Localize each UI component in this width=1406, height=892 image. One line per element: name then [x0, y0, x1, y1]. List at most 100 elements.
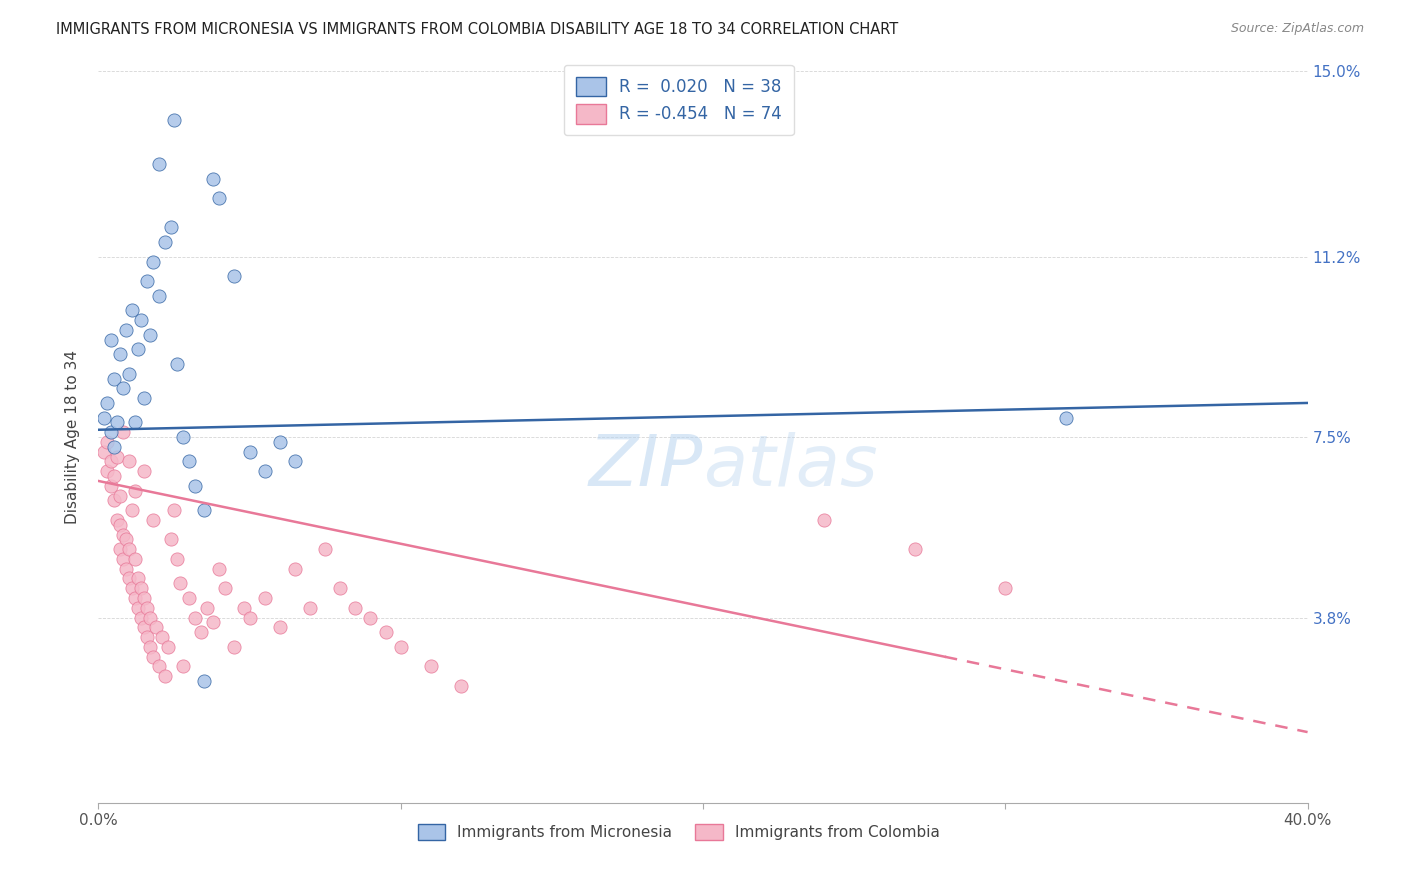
- Point: [284, 454, 307, 468]
- Y-axis label: Disability Age 18 to 34: Disability Age 18 to 34: [65, 350, 80, 524]
- Point: [108, 489, 131, 503]
- Point: [253, 591, 276, 605]
- Point: [344, 600, 367, 615]
- Point: [124, 552, 146, 566]
- Point: [148, 659, 170, 673]
- Point: [163, 113, 186, 128]
- Point: [100, 454, 122, 468]
- Point: [129, 610, 152, 624]
- Point: [108, 347, 131, 361]
- Point: [111, 425, 134, 440]
- Point: [150, 630, 173, 644]
- Point: [172, 430, 194, 444]
- Point: [153, 235, 176, 249]
- Point: [994, 581, 1017, 595]
- Point: [105, 416, 128, 430]
- Point: [169, 576, 191, 591]
- Point: [132, 620, 155, 634]
- Point: [96, 464, 118, 478]
- Point: [132, 464, 155, 478]
- Text: atlas: atlas: [703, 432, 877, 500]
- Point: [135, 274, 157, 288]
- Point: [114, 533, 136, 547]
- Point: [118, 367, 141, 381]
- Point: [184, 479, 207, 493]
- Point: [184, 610, 207, 624]
- Point: [208, 562, 231, 576]
- Point: [239, 610, 262, 624]
- Point: [142, 649, 165, 664]
- Point: [202, 171, 225, 186]
- Point: [129, 581, 152, 595]
- Point: [135, 600, 157, 615]
- Point: [93, 410, 115, 425]
- Point: [127, 572, 149, 586]
- Point: [166, 552, 188, 566]
- Point: [103, 469, 125, 483]
- Point: [1054, 410, 1077, 425]
- Point: [111, 381, 134, 395]
- Point: [127, 600, 149, 615]
- Point: [100, 425, 122, 440]
- Point: [904, 542, 927, 557]
- Point: [114, 562, 136, 576]
- Point: [124, 483, 146, 498]
- Point: [208, 191, 231, 205]
- Point: [124, 591, 146, 605]
- Point: [105, 513, 128, 527]
- Point: [195, 600, 218, 615]
- Point: [450, 679, 472, 693]
- Point: [214, 581, 236, 595]
- Point: [156, 640, 179, 654]
- Text: ZIP: ZIP: [589, 432, 703, 500]
- Point: [118, 542, 141, 557]
- Point: [103, 371, 125, 385]
- Point: [105, 450, 128, 464]
- Point: [121, 303, 143, 318]
- Point: [96, 396, 118, 410]
- Point: [103, 493, 125, 508]
- Point: [253, 464, 276, 478]
- Point: [96, 434, 118, 449]
- Point: [142, 254, 165, 268]
- Point: [172, 659, 194, 673]
- Point: [111, 527, 134, 541]
- Point: [118, 454, 141, 468]
- Point: [139, 640, 162, 654]
- Point: [124, 416, 146, 430]
- Point: [103, 440, 125, 454]
- Point: [163, 503, 186, 517]
- Point: [420, 659, 443, 673]
- Text: Source: ZipAtlas.com: Source: ZipAtlas.com: [1230, 22, 1364, 36]
- Point: [145, 620, 167, 634]
- Point: [93, 444, 115, 458]
- Point: [224, 269, 246, 284]
- Point: [142, 513, 165, 527]
- Point: [299, 600, 322, 615]
- Point: [148, 288, 170, 302]
- Point: [114, 323, 136, 337]
- Point: [269, 620, 291, 634]
- Point: [121, 581, 143, 595]
- Point: [166, 357, 188, 371]
- Point: [202, 615, 225, 630]
- Point: [108, 542, 131, 557]
- Point: [193, 673, 215, 688]
- Point: [232, 600, 254, 615]
- Point: [139, 327, 162, 342]
- Point: [190, 625, 212, 640]
- Point: [374, 625, 396, 640]
- Point: [108, 517, 131, 532]
- Point: [100, 333, 122, 347]
- Point: [129, 313, 152, 327]
- Point: [314, 542, 336, 557]
- Point: [135, 630, 157, 644]
- Point: [118, 572, 141, 586]
- Point: [360, 610, 382, 624]
- Point: [284, 562, 307, 576]
- Point: [179, 591, 201, 605]
- Point: [389, 640, 412, 654]
- Point: [224, 640, 246, 654]
- Point: [160, 533, 183, 547]
- Point: [160, 220, 183, 235]
